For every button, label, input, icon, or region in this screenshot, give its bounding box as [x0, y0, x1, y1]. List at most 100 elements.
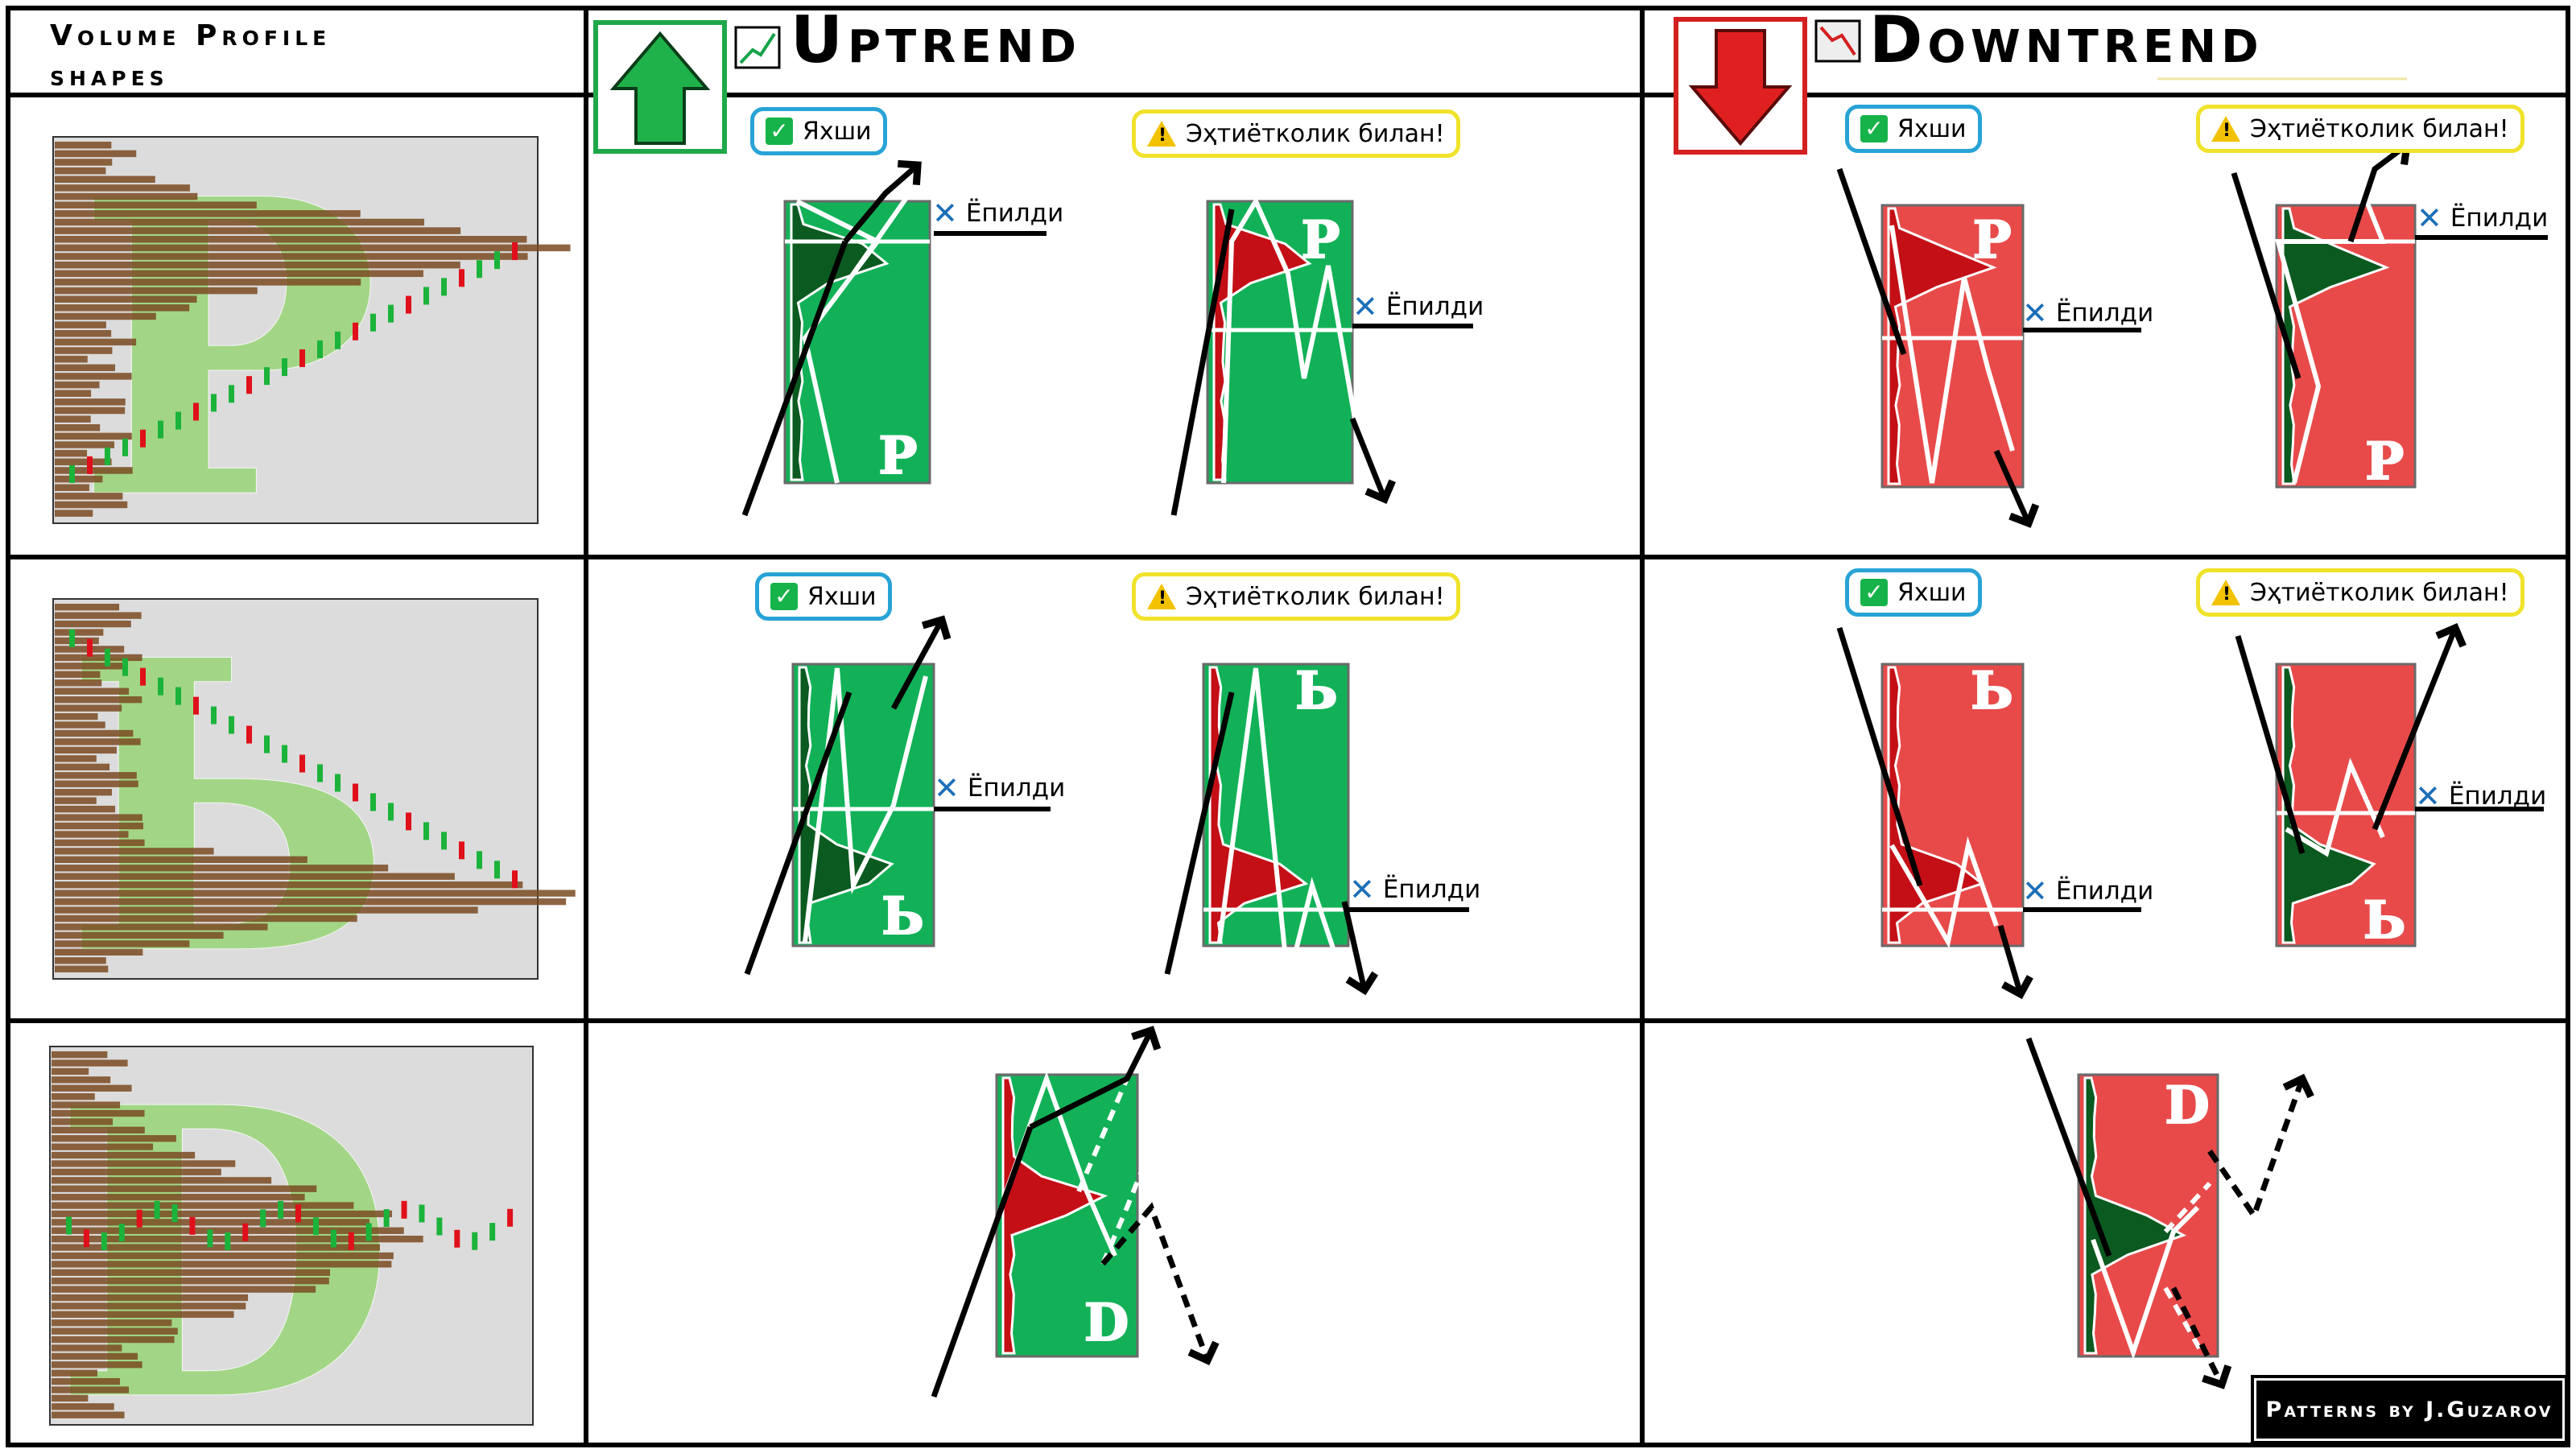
x-mark-icon: ✕ [1352, 289, 1378, 324]
profile-bar [55, 398, 126, 406]
pattern-letter: Ь [881, 886, 924, 947]
breakout-arrow [843, 159, 922, 244]
profile-bar [55, 279, 361, 286]
profile-bar [55, 789, 112, 796]
check-icon: ✓ [1860, 579, 1888, 606]
careful-label: Эҳтиётколик билан! [2250, 578, 2509, 607]
profile-bar [55, 881, 523, 889]
candle [278, 1200, 284, 1219]
profile-bar [52, 1143, 154, 1150]
volume-profile-shape [1887, 207, 1997, 485]
x-mark-icon: ✕ [2415, 778, 2441, 814]
profile-bar [55, 210, 361, 217]
pattern-letter: D [2165, 1075, 2210, 1136]
profile-bar [52, 1193, 305, 1201]
trend-line [741, 240, 848, 517]
candle [87, 456, 93, 474]
grid-frame [6, 6, 2570, 1447]
profile-bar [55, 330, 112, 337]
profile-bar [55, 184, 190, 192]
left-header-line2: shapes [50, 60, 169, 93]
thumbnail-p: P [52, 111, 571, 589]
careful-label: Эҳтиётколик билан! [2250, 114, 2509, 143]
candle [299, 349, 305, 367]
profile-bar [55, 424, 101, 431]
check-icon: ✓ [770, 583, 798, 610]
profile-bar [52, 1093, 95, 1100]
candle [122, 438, 128, 456]
pattern-letter: D [1084, 1293, 1129, 1353]
broken-label-4: ✕ Ёпилди [2417, 200, 2549, 236]
broken-label-5: ✕ Ёпилди [934, 770, 1066, 806]
pattern-letter: Ь [1295, 661, 1338, 721]
profile-bar [52, 1126, 145, 1134]
pattern-up-p-good: P [741, 159, 1046, 517]
profile-bar [52, 1059, 128, 1067]
profile-bar [52, 1135, 176, 1142]
candle [242, 1223, 249, 1241]
warning-icon: ! [2211, 116, 2240, 142]
candle [193, 696, 199, 715]
pattern-down-b-careful: Ь [2235, 623, 2544, 952]
candle [512, 870, 518, 889]
pattern-letter: P [1301, 210, 1340, 270]
profile-bar [55, 679, 102, 687]
profile-bar [52, 1101, 121, 1108]
x-mark-icon: ✕ [2417, 200, 2442, 236]
candle [154, 1200, 160, 1219]
profile-bar [55, 475, 103, 483]
candle [175, 687, 181, 705]
chart-up-icon [734, 26, 781, 69]
profile-bar [55, 253, 528, 260]
breakdown-arrow [1997, 925, 2033, 1000]
profile-bar [52, 1118, 114, 1125]
profile-bar [55, 338, 137, 346]
price-path-up [851, 192, 912, 275]
breakdown-arrow [1341, 901, 1379, 996]
good-label: Яхши [1897, 114, 1967, 143]
thumbnail-letter: P [75, 112, 380, 588]
broken-label-8: ✕ Ёпилди [2415, 778, 2547, 814]
pattern-up-d: D [931, 1026, 1220, 1398]
profile-bar [55, 755, 97, 762]
profile-bar [52, 1344, 122, 1352]
profile-bar [55, 612, 142, 619]
price-path [1889, 225, 2015, 484]
candle [512, 242, 518, 261]
candle [140, 429, 146, 448]
profile-bar [55, 890, 576, 897]
pattern-letter: Ь [2363, 890, 2406, 951]
profile-bar [55, 620, 131, 628]
candle [246, 725, 252, 744]
profile-bar [55, 965, 109, 972]
profile-bar [52, 1319, 172, 1327]
profile-bar [55, 839, 145, 847]
pattern-down-p-careful: P [2231, 138, 2548, 493]
breakout-arrow [1029, 1026, 1162, 1130]
profile-bar [52, 1269, 331, 1276]
price-path [2275, 200, 2387, 484]
profile-bar [55, 312, 156, 320]
profile-bar [55, 270, 423, 278]
candle [406, 295, 411, 314]
pattern-letter: P [878, 426, 917, 486]
candle [211, 394, 217, 412]
profile-bar [52, 1227, 404, 1234]
candle [69, 629, 75, 647]
candle [136, 1209, 142, 1228]
breakdown-dashed-arrow [1100, 1202, 1220, 1366]
profile-bar [55, 687, 130, 695]
candle [330, 1229, 336, 1248]
profile-bar [52, 1294, 249, 1302]
candle [441, 832, 447, 850]
trend-line [1836, 167, 1907, 356]
profile-bar [55, 150, 137, 158]
dash-path [2163, 1181, 2212, 1234]
profile-bar [55, 738, 141, 745]
profile-bar [52, 1394, 89, 1402]
candle [423, 822, 429, 840]
thumbnail-frame [52, 136, 539, 524]
profile-bar [55, 321, 106, 328]
price-path [2285, 758, 2385, 857]
